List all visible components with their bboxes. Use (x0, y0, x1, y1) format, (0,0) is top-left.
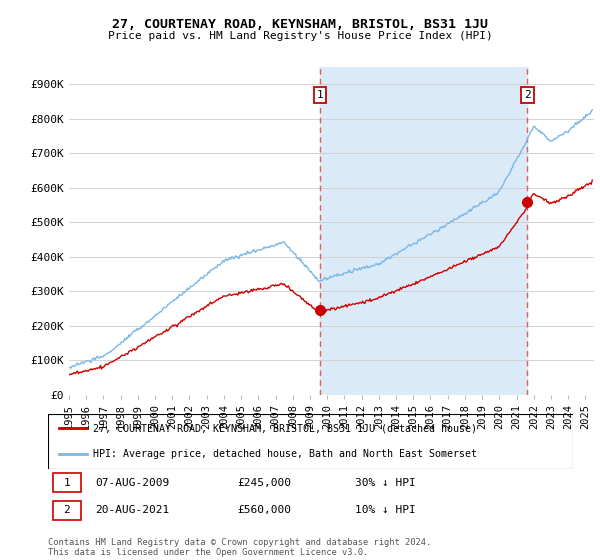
Text: £245,000: £245,000 (237, 478, 291, 488)
Text: 1: 1 (64, 478, 70, 488)
Text: Contains HM Land Registry data © Crown copyright and database right 2024.
This d: Contains HM Land Registry data © Crown c… (48, 538, 431, 557)
Text: 07-AUG-2009: 07-AUG-2009 (95, 478, 170, 488)
Text: 27, COURTENAY ROAD, KEYNSHAM, BRISTOL, BS31 1JU (detached house): 27, COURTENAY ROAD, KEYNSHAM, BRISTOL, B… (92, 423, 476, 433)
Text: 10% ↓ HPI: 10% ↓ HPI (355, 505, 416, 515)
Text: 20-AUG-2021: 20-AUG-2021 (95, 505, 170, 515)
Bar (53, 473, 80, 492)
Text: £560,000: £560,000 (237, 505, 291, 515)
Text: Price paid vs. HM Land Registry's House Price Index (HPI): Price paid vs. HM Land Registry's House … (107, 31, 493, 41)
Text: 2: 2 (64, 505, 70, 515)
Text: 27, COURTENAY ROAD, KEYNSHAM, BRISTOL, BS31 1JU: 27, COURTENAY ROAD, KEYNSHAM, BRISTOL, B… (112, 18, 488, 31)
Text: HPI: Average price, detached house, Bath and North East Somerset: HPI: Average price, detached house, Bath… (92, 450, 476, 459)
Text: 1: 1 (317, 90, 323, 100)
Text: 2: 2 (524, 90, 531, 100)
Bar (320, 67, 527, 395)
Text: 30% ↓ HPI: 30% ↓ HPI (355, 478, 416, 488)
Bar (53, 501, 80, 520)
